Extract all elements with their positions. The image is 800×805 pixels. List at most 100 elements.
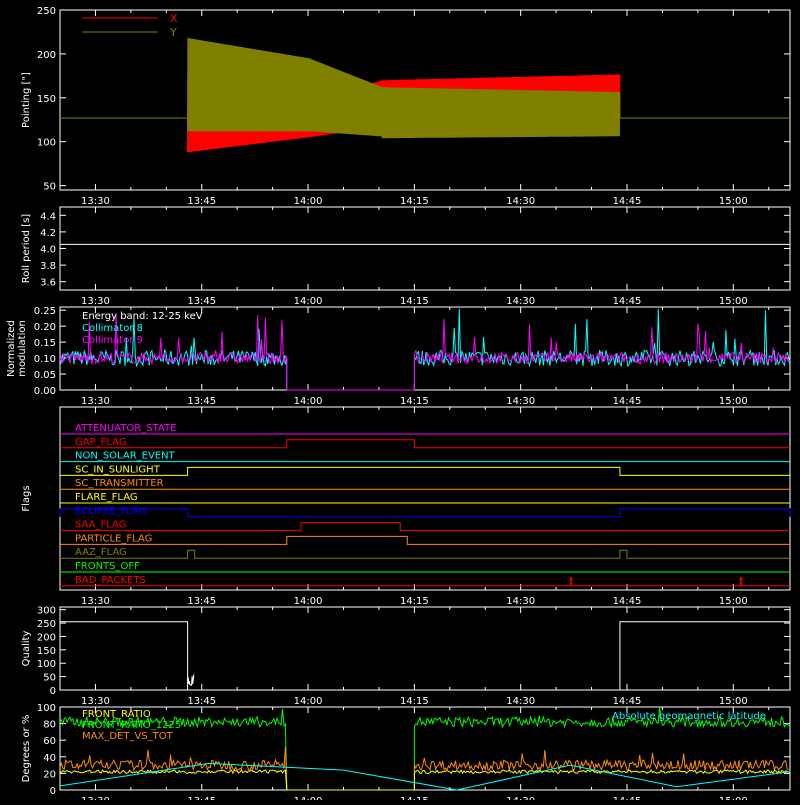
pointing-xtick-label: 14:00 (294, 196, 323, 207)
modulation-xtick-label: 14:00 (294, 396, 323, 407)
modulation-ytick-label: 0.15 (34, 338, 56, 349)
modulation-ytick-label: 0.00 (34, 386, 56, 397)
modulation-xtick-label: 14:15 (400, 396, 429, 407)
front-ratio-1225-series (59, 708, 288, 791)
ratios-ytick-label: 60 (43, 736, 56, 747)
roll-ytick-label: 4.2 (40, 228, 56, 239)
flag-line-eclipse-flag (59, 508, 791, 518)
flag-line-saa-flag (60, 522, 790, 532)
pointing-ytick-label: 50 (43, 182, 56, 193)
quality-xtick-label: 15:00 (719, 696, 748, 707)
ratios-ytick-label: 40 (43, 753, 56, 764)
modulation-ytick-label: 0.20 (34, 322, 56, 333)
pointing-xtick-label: 13:30 (81, 196, 110, 207)
modulation-xtick-label: 14:30 (506, 396, 535, 407)
flag-label: NON_SOLAR_EVENT (75, 451, 176, 462)
roll-panel (59, 206, 791, 291)
modulation-ylabel-line: Normalized (6, 320, 17, 377)
quality-ytick-label: 150 (37, 646, 56, 657)
pointing-ytick-label: 250 (37, 6, 56, 17)
ratios-ytick-label: 0 (50, 786, 56, 797)
front-ratio-series (413, 769, 789, 790)
flag-label: GAP_FLAG (75, 437, 127, 448)
pointing-ytick-label: 150 (37, 94, 56, 105)
flags-ylabel: Flags (21, 485, 32, 511)
flag-line-particle-flag (60, 535, 790, 545)
flags-xtick-label: 14:30 (506, 596, 535, 607)
quality-xtick-label: 14:15 (400, 696, 429, 707)
ratios-ytick-label: 100 (37, 703, 56, 714)
flag-label: FRONTS_OFF (75, 561, 140, 572)
quality-xtick-label: 13:45 (187, 696, 216, 707)
roll-xtick-label: 13:45 (187, 296, 216, 307)
ratios-xtick-label: 15:00 (719, 796, 748, 800)
ratios-xtick-label: 14:15 (400, 796, 429, 800)
flag-label: ECLIPSE_FLAG (75, 506, 146, 517)
flag-label: AAZ_FLAG (75, 547, 127, 558)
roll-xtick-label: 14:45 (613, 296, 642, 307)
modulation-xtick-label: 14:45 (613, 396, 642, 407)
quality-series (60, 621, 790, 691)
roll-ytick-label: 4.4 (40, 211, 56, 222)
flag-label: BAD_PACKETS (75, 575, 146, 586)
pointing-legend-label: X (170, 12, 178, 25)
front-ratio-series (59, 769, 288, 791)
roll-ytick-label: 3.8 (40, 261, 56, 272)
flag-line-bad-packets (60, 577, 790, 587)
quality-ytick-label: 250 (37, 619, 56, 630)
geomagnetic-latitude-series (59, 762, 791, 791)
roll-xtick-label: 14:30 (506, 296, 535, 307)
quality-ytick-label: 0 (50, 686, 56, 697)
collimator-9-series (59, 314, 288, 390)
modulation-ylabel-line: modulation (17, 320, 28, 377)
quality-ytick-label: 100 (37, 659, 56, 670)
roll-frame (59, 206, 791, 291)
ratios-xtick-label: 14:30 (506, 796, 535, 800)
roll-ytick-label: 3.6 (40, 278, 56, 289)
modulation-panel (59, 306, 791, 391)
ratios-legend-label: FRONT_RATIO_1225 (82, 720, 181, 731)
modulation-ytick-label: 0.25 (34, 306, 56, 317)
quality-ytick-label: 300 (37, 606, 56, 617)
ratios-xtick-label: 13:45 (187, 796, 216, 800)
ratios-ytick-label: 20 (43, 769, 56, 780)
quality-ytick-label: 50 (43, 673, 56, 684)
flag-line-gap-flag (60, 439, 790, 449)
ratios-legend-label: MAX_DET_VS_TOT (82, 731, 174, 742)
modulation-ytick-label: 0.05 (34, 370, 56, 381)
quality-xtick-label: 13:30 (81, 696, 110, 707)
flags-xtick-label: 14:15 (400, 596, 429, 607)
flags-frame (59, 406, 791, 591)
roll-xtick-label: 14:00 (294, 296, 323, 307)
flag-label: SC_TRANSMITTER (75, 478, 164, 489)
ratios-ylabel: Degrees or % (21, 715, 32, 783)
ratios-frame (59, 706, 791, 791)
pointing-legend-label: Y (169, 26, 177, 39)
ratios-xtick-label: 13:30 (81, 796, 110, 800)
pointing-frame (59, 9, 791, 191)
pointing-ytick-label: 100 (37, 138, 56, 149)
front-ratio-1225-series (413, 706, 790, 790)
flag-label: PARTICLE_FLAG (75, 533, 152, 544)
flag-label: FLARE_FLAG (75, 492, 138, 503)
pointing-y-series (60, 38, 790, 139)
roll-xtick-label: 13:30 (81, 296, 110, 307)
flags-xtick-label: 13:30 (81, 596, 110, 607)
roll-ylabel: Roll period [s] (21, 214, 32, 283)
pointing-ytick-label: 200 (37, 50, 56, 61)
roll-xtick-label: 15:00 (719, 296, 748, 307)
collimator-9-series (413, 318, 791, 390)
quality-xtick-label: 14:30 (506, 696, 535, 707)
flag-label: SC_IN_SUNLIGHT (75, 464, 161, 475)
roll-xtick-label: 14:15 (400, 296, 429, 307)
modulation-legend-label: Collimator 8 (82, 323, 143, 334)
energy-band-annotation: Energy band: 12-25 keV (82, 311, 203, 322)
ratios-xtick-label: 14:45 (613, 796, 642, 800)
pointing-xtick-label: 14:30 (506, 196, 535, 207)
quality-ytick-label: 200 (37, 632, 56, 643)
ratios-ytick-label: 80 (43, 720, 56, 731)
ratios-xtick-label: 14:00 (294, 796, 323, 800)
flags-xtick-label: 13:45 (187, 596, 216, 607)
